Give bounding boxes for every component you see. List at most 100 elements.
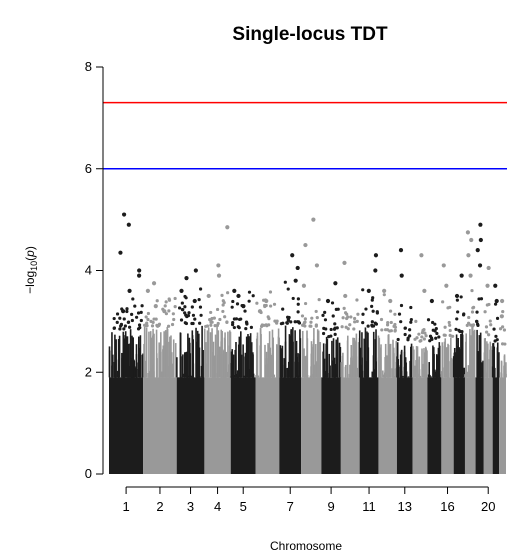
snp-point bbox=[130, 318, 134, 323]
snp-point bbox=[283, 280, 287, 284]
snp-peak-point bbox=[184, 276, 189, 281]
snp-peak-point bbox=[373, 268, 378, 273]
snp-point bbox=[488, 319, 492, 323]
snp-point bbox=[370, 298, 374, 302]
snp-peak-point bbox=[295, 265, 300, 271]
snp-point bbox=[223, 315, 227, 319]
chromosome-5-base bbox=[230, 377, 256, 474]
snp-point bbox=[374, 322, 378, 326]
snp-point bbox=[331, 314, 335, 318]
snp-peak-point bbox=[493, 283, 498, 288]
snp-point bbox=[115, 320, 119, 324]
snp-point bbox=[179, 318, 184, 322]
snp-peak-point bbox=[301, 283, 307, 288]
snp-point bbox=[370, 323, 374, 327]
snp-point bbox=[133, 304, 137, 308]
snp-point bbox=[409, 305, 413, 310]
chromosome-20-base bbox=[483, 377, 493, 474]
chromosome-4-base bbox=[204, 377, 231, 474]
snp-point bbox=[344, 325, 348, 329]
snp-peak-point bbox=[422, 288, 427, 293]
snp-point bbox=[409, 320, 413, 324]
snp-peak-point bbox=[225, 225, 230, 230]
snp-point bbox=[308, 324, 312, 328]
snp-point bbox=[386, 320, 390, 325]
snp-point bbox=[330, 301, 335, 305]
snp-peak-point bbox=[382, 288, 387, 293]
y-axis-label-prefix: −log bbox=[23, 271, 37, 294]
chart-title: Single-locus TDT bbox=[232, 24, 388, 45]
snp-point bbox=[245, 322, 249, 326]
snp-peak-point bbox=[314, 263, 320, 268]
snp-point bbox=[131, 297, 135, 301]
snp-point bbox=[187, 311, 191, 315]
snp-point bbox=[138, 326, 142, 330]
snp-point bbox=[296, 297, 300, 301]
chromosome-1-points bbox=[108, 212, 144, 474]
snp-point bbox=[443, 325, 447, 329]
snp-point bbox=[183, 321, 187, 325]
snp-peak-point bbox=[206, 293, 211, 299]
snp-point bbox=[457, 328, 461, 332]
snp-peak-point bbox=[179, 288, 184, 293]
snp-point bbox=[364, 307, 368, 311]
snp-point bbox=[329, 334, 333, 338]
snp-point bbox=[399, 303, 404, 308]
snp-point bbox=[186, 314, 191, 318]
snp-point bbox=[437, 335, 441, 339]
snp-point bbox=[370, 304, 374, 308]
snp-point bbox=[431, 328, 435, 332]
snp-point bbox=[231, 322, 235, 327]
snp-peak-point bbox=[325, 298, 331, 304]
y-axis-label-close: ) bbox=[23, 246, 37, 250]
snp-peak-point bbox=[257, 309, 263, 314]
snp-point bbox=[193, 317, 197, 321]
snp-point bbox=[446, 306, 450, 310]
snp-point bbox=[501, 309, 505, 314]
snp-point bbox=[495, 338, 499, 342]
snp-point bbox=[487, 333, 491, 337]
snp-peak-point bbox=[478, 222, 483, 227]
snp-point bbox=[221, 303, 225, 307]
snp-point bbox=[220, 293, 224, 297]
x-tick-label: 9 bbox=[327, 499, 334, 514]
chromosome-21-points bbox=[491, 283, 500, 474]
snp-point bbox=[309, 320, 313, 324]
snp-point bbox=[247, 290, 252, 294]
snp-point bbox=[348, 323, 352, 327]
snp-peak-point bbox=[454, 293, 460, 299]
snp-point bbox=[255, 301, 259, 305]
snp-point bbox=[448, 323, 452, 327]
snp-point bbox=[397, 312, 402, 316]
snp-point bbox=[329, 327, 333, 332]
snp-point bbox=[249, 325, 253, 329]
snp-point bbox=[122, 327, 126, 331]
snp-point bbox=[293, 320, 297, 324]
snp-point bbox=[198, 305, 203, 309]
snp-point bbox=[399, 320, 403, 324]
snp-point bbox=[408, 328, 412, 332]
chromosome-10-points bbox=[340, 260, 361, 474]
snp-point bbox=[346, 315, 350, 319]
snp-point bbox=[204, 324, 208, 329]
snp-point bbox=[289, 320, 293, 324]
snp-point bbox=[385, 328, 390, 332]
snp-point bbox=[178, 306, 182, 310]
snp-point bbox=[166, 324, 171, 328]
snp-point bbox=[470, 310, 475, 314]
snp-point bbox=[476, 323, 480, 327]
snp-point bbox=[190, 305, 194, 309]
snp-peak-point bbox=[478, 237, 483, 243]
snp-point bbox=[167, 297, 171, 301]
snp-point bbox=[199, 313, 203, 317]
snp-point bbox=[403, 326, 407, 330]
x-tick-label: 1 bbox=[122, 499, 129, 514]
snp-point bbox=[170, 322, 175, 327]
snp-point bbox=[112, 326, 116, 330]
snp-point bbox=[300, 314, 305, 318]
snp-point bbox=[489, 323, 493, 327]
chromosome-2-points bbox=[143, 281, 177, 474]
snp-point bbox=[353, 320, 357, 324]
snp-point bbox=[243, 309, 247, 313]
chromosome-2-base bbox=[143, 377, 177, 474]
